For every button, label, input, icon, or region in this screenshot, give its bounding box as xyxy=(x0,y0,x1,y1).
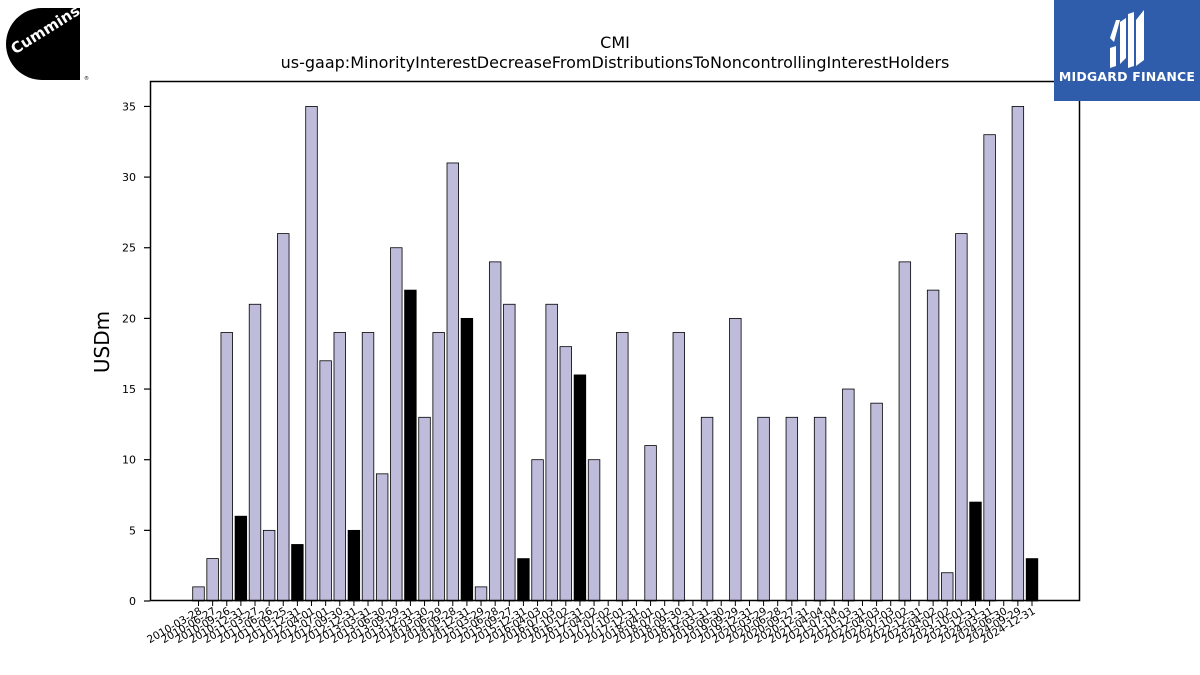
chart-subtitle: us-gaap:MinorityInterestDecreaseFromDist… xyxy=(281,53,950,72)
y-tick-label: 15 xyxy=(122,383,136,396)
bar-2019-09-29 xyxy=(729,317,742,602)
bar-2010-09-26 xyxy=(220,332,233,602)
bar-2010-03-28 xyxy=(192,586,205,602)
y-tick-label: 35 xyxy=(122,100,136,113)
bar-2024-09-29 xyxy=(1011,106,1025,602)
bar-2012-09-30 xyxy=(333,332,346,602)
bar-2019-03-31 xyxy=(700,416,714,602)
bar-2018-09-30 xyxy=(672,332,686,602)
bar-2011-12-31 xyxy=(291,544,304,602)
bar-2020-03-29 xyxy=(757,416,770,602)
y-axis-label: USDm xyxy=(90,311,114,373)
y-tick-label: 10 xyxy=(122,454,136,467)
bar-2024-12-31 xyxy=(1025,558,1039,602)
bar-2013-12-31 xyxy=(404,289,417,602)
bar-2010-06-27 xyxy=(206,558,219,602)
bar-2023-12-31 xyxy=(969,501,982,602)
midgard-finance-text: MIDGARD FINANCE xyxy=(1058,69,1196,84)
bar-2011-06-26 xyxy=(262,529,276,602)
bar-2021-10-03 xyxy=(842,388,855,602)
y-tick-label: 20 xyxy=(122,312,136,325)
bar-2017-04-02 xyxy=(587,459,601,602)
bar-2016-07-03 xyxy=(545,303,558,602)
bar-2014-03-30 xyxy=(418,416,431,602)
bar-2021-04-04 xyxy=(813,416,827,602)
plot-frame xyxy=(149,80,1081,602)
y-tick-label: 5 xyxy=(129,524,136,537)
svg-text:®: ® xyxy=(84,75,89,82)
bar-2014-12-31 xyxy=(460,317,474,602)
bar-2024-03-31 xyxy=(983,134,996,602)
x-ticks-group: 2010-03-282010-06-272010-09-262010-12-31… xyxy=(145,601,1038,646)
bar-2023-10-01 xyxy=(955,233,968,602)
bar-2016-10-02 xyxy=(559,346,572,602)
bar-2020-09-27 xyxy=(785,416,799,602)
y-ticks-group: 0 5 10 15 20 25 30 35 xyxy=(122,100,150,608)
bar-2023-04-02 xyxy=(926,289,940,602)
bar-2015-06-28 xyxy=(488,261,502,602)
bar-2012-12-31 xyxy=(347,529,361,602)
bar-2022-04-03 xyxy=(870,402,883,602)
y-tick-label: 0 xyxy=(129,595,136,608)
bar-2023-07-02 xyxy=(941,572,954,602)
bar-2014-09-28 xyxy=(446,162,459,602)
bar-2012-07-01 xyxy=(319,360,332,602)
bar-2016-04-03 xyxy=(531,459,544,602)
chart-title: CMI xyxy=(600,33,630,52)
bar-2013-09-29 xyxy=(390,247,403,602)
y-tick-label: 25 xyxy=(122,242,136,255)
bar-2014-06-29 xyxy=(432,332,445,602)
bar-2016-12-31 xyxy=(573,374,587,602)
bars-group xyxy=(192,106,1039,602)
bar-2017-10-01 xyxy=(616,332,629,602)
bar-2011-09-25 xyxy=(277,233,290,602)
bar-2012-04-01 xyxy=(305,106,318,602)
bar-2015-09-27 xyxy=(503,303,516,602)
bar-2018-04-01 xyxy=(644,445,657,602)
bar-2015-12-31 xyxy=(517,558,530,602)
bar-2015-03-29 xyxy=(474,586,488,602)
cummins-logo: Cummins ® xyxy=(4,2,90,84)
bar-2022-10-02 xyxy=(898,261,912,602)
bar-2010-12-31 xyxy=(234,515,248,602)
y-tick-label: 30 xyxy=(122,171,136,184)
midgard-finance-logo: MIDGARD FINANCE xyxy=(1054,0,1200,101)
bar-2011-03-27 xyxy=(248,303,262,602)
bar-2013-03-31 xyxy=(361,332,375,602)
bar-2013-06-30 xyxy=(375,473,389,602)
